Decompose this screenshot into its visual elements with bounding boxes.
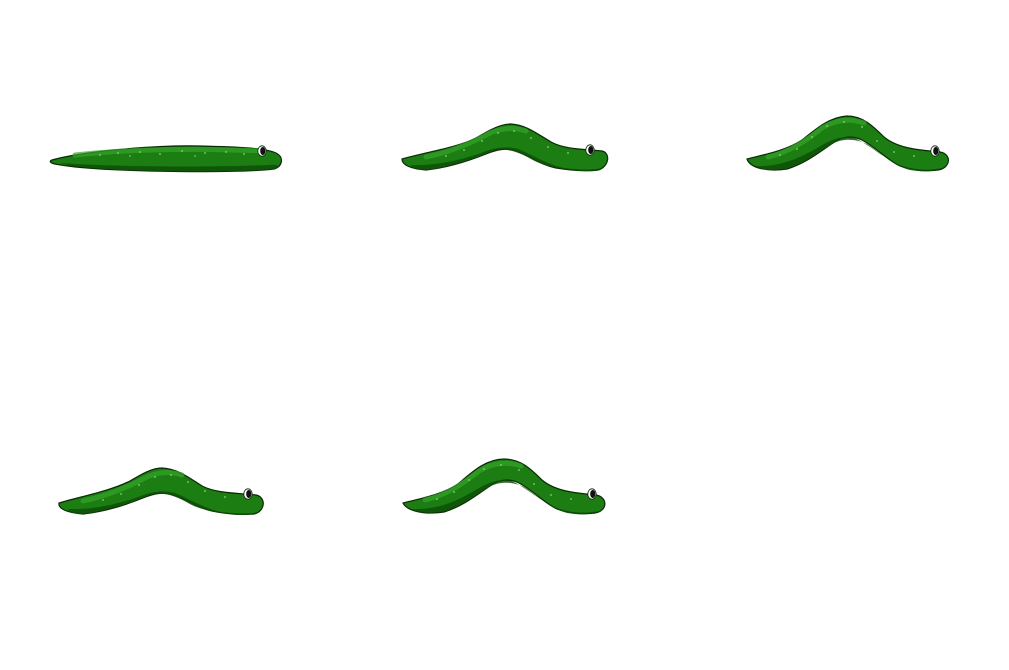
sprite-frame-1 — [0, 0, 336, 335]
sprite-frame-4 — [0, 335, 336, 670]
worm-eye-icon — [258, 146, 266, 156]
worm-arch-low-icon — [336, 0, 672, 335]
worm-arch-low-icon — [0, 335, 336, 670]
worm-eye-icon — [588, 489, 596, 499]
sprite-frame-3 — [672, 0, 1008, 335]
worm-body — [747, 116, 948, 171]
worm-flat-icon — [0, 0, 336, 335]
sprite-frame-5 — [336, 335, 672, 670]
sprite-frame-6-empty — [672, 335, 1008, 670]
worm-body — [403, 459, 605, 514]
worm-eye-icon — [931, 146, 939, 156]
sprite-frame-2 — [336, 0, 672, 335]
worm-eye-icon — [586, 145, 594, 155]
worm-arch-high-icon — [336, 335, 672, 670]
worm-arch-high-icon — [672, 0, 1008, 335]
worm-eye-icon — [244, 489, 252, 499]
